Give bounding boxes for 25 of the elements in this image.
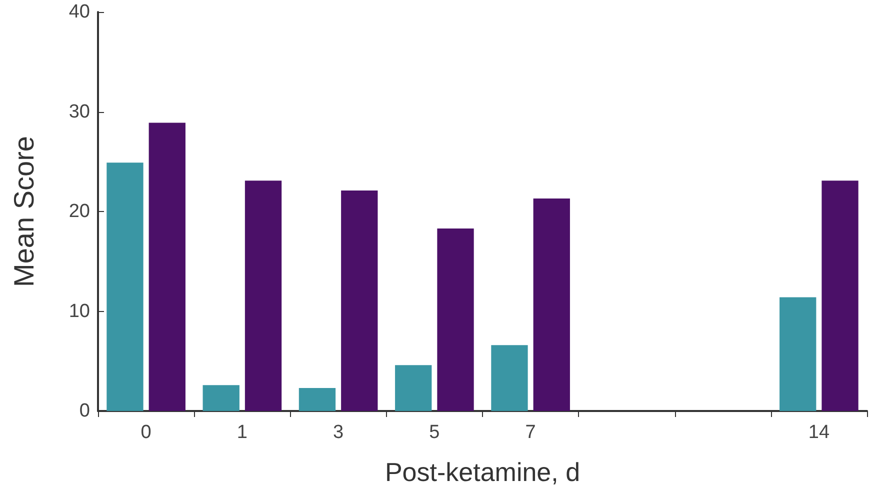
x-tick-label: 3 bbox=[333, 422, 344, 443]
y-tick-label: 40 bbox=[68, 2, 90, 22]
x-tick-label: 1 bbox=[236, 422, 248, 443]
bar bbox=[148, 122, 186, 411]
y-tick-label: 0 bbox=[79, 400, 90, 422]
x-tick-label: 14 bbox=[808, 422, 830, 443]
x-tick-label: 5 bbox=[429, 422, 440, 443]
bar bbox=[202, 385, 240, 411]
bar bbox=[244, 180, 282, 411]
bar bbox=[822, 180, 858, 411]
bar bbox=[395, 365, 432, 411]
bar bbox=[780, 297, 816, 411]
y-tick-label: 30 bbox=[68, 101, 90, 122]
bar bbox=[106, 162, 144, 411]
bar bbox=[341, 190, 378, 411]
x-tick-label: 7 bbox=[525, 422, 536, 443]
bar bbox=[533, 198, 570, 411]
bar bbox=[491, 345, 528, 411]
y-tick-label: 10 bbox=[68, 300, 90, 322]
bar bbox=[437, 228, 474, 411]
x-axis-title: Post-ketamine, d bbox=[384, 457, 580, 487]
bar bbox=[298, 388, 336, 411]
x-tick-label: 0 bbox=[140, 422, 152, 443]
y-tick-label: 20 bbox=[68, 201, 90, 222]
y-axis-title: Mean Score bbox=[8, 136, 40, 287]
